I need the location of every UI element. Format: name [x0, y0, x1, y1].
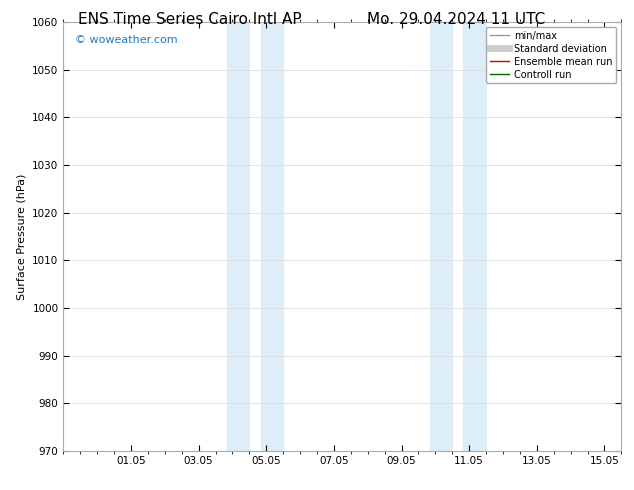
Text: Mo. 29.04.2024 11 UTC: Mo. 29.04.2024 11 UTC: [367, 12, 546, 27]
Bar: [463, 22, 486, 451]
Bar: [261, 22, 283, 451]
Bar: [227, 22, 249, 451]
Bar: [430, 22, 452, 451]
Y-axis label: Surface Pressure (hPa): Surface Pressure (hPa): [16, 173, 27, 299]
Legend: min/max, Standard deviation, Ensemble mean run, Controll run: min/max, Standard deviation, Ensemble me…: [486, 27, 616, 83]
Text: © woweather.com: © woweather.com: [75, 35, 177, 45]
Text: ENS Time Series Cairo Intl AP: ENS Time Series Cairo Intl AP: [79, 12, 302, 27]
